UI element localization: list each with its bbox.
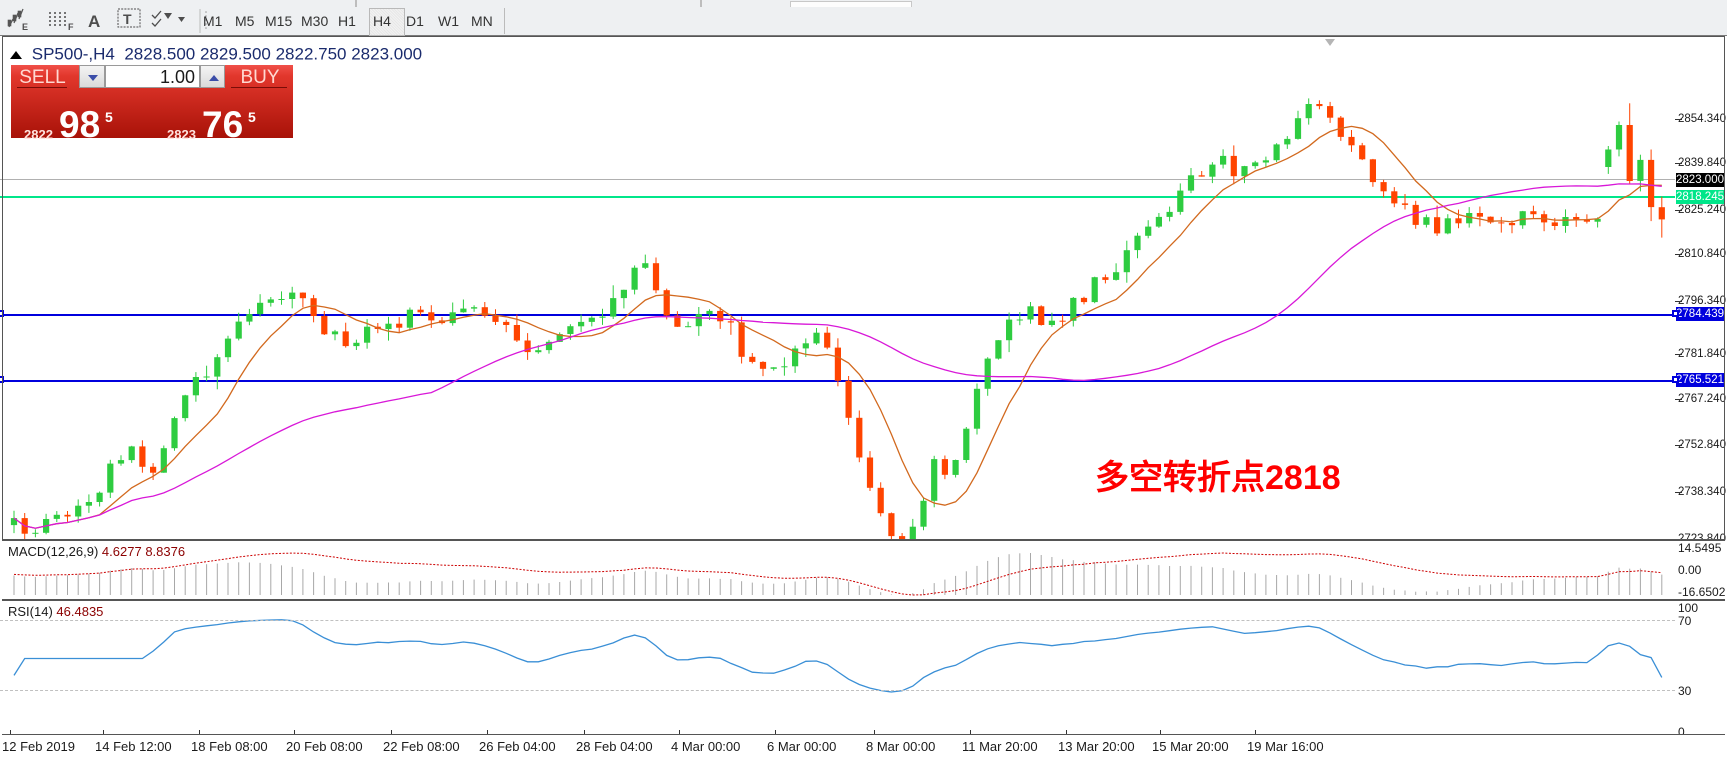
svg-text:E: E <box>22 22 28 32</box>
svg-text:F: F <box>68 22 74 32</box>
svg-text:A: A <box>88 12 100 31</box>
svg-text:T: T <box>123 11 132 27</box>
